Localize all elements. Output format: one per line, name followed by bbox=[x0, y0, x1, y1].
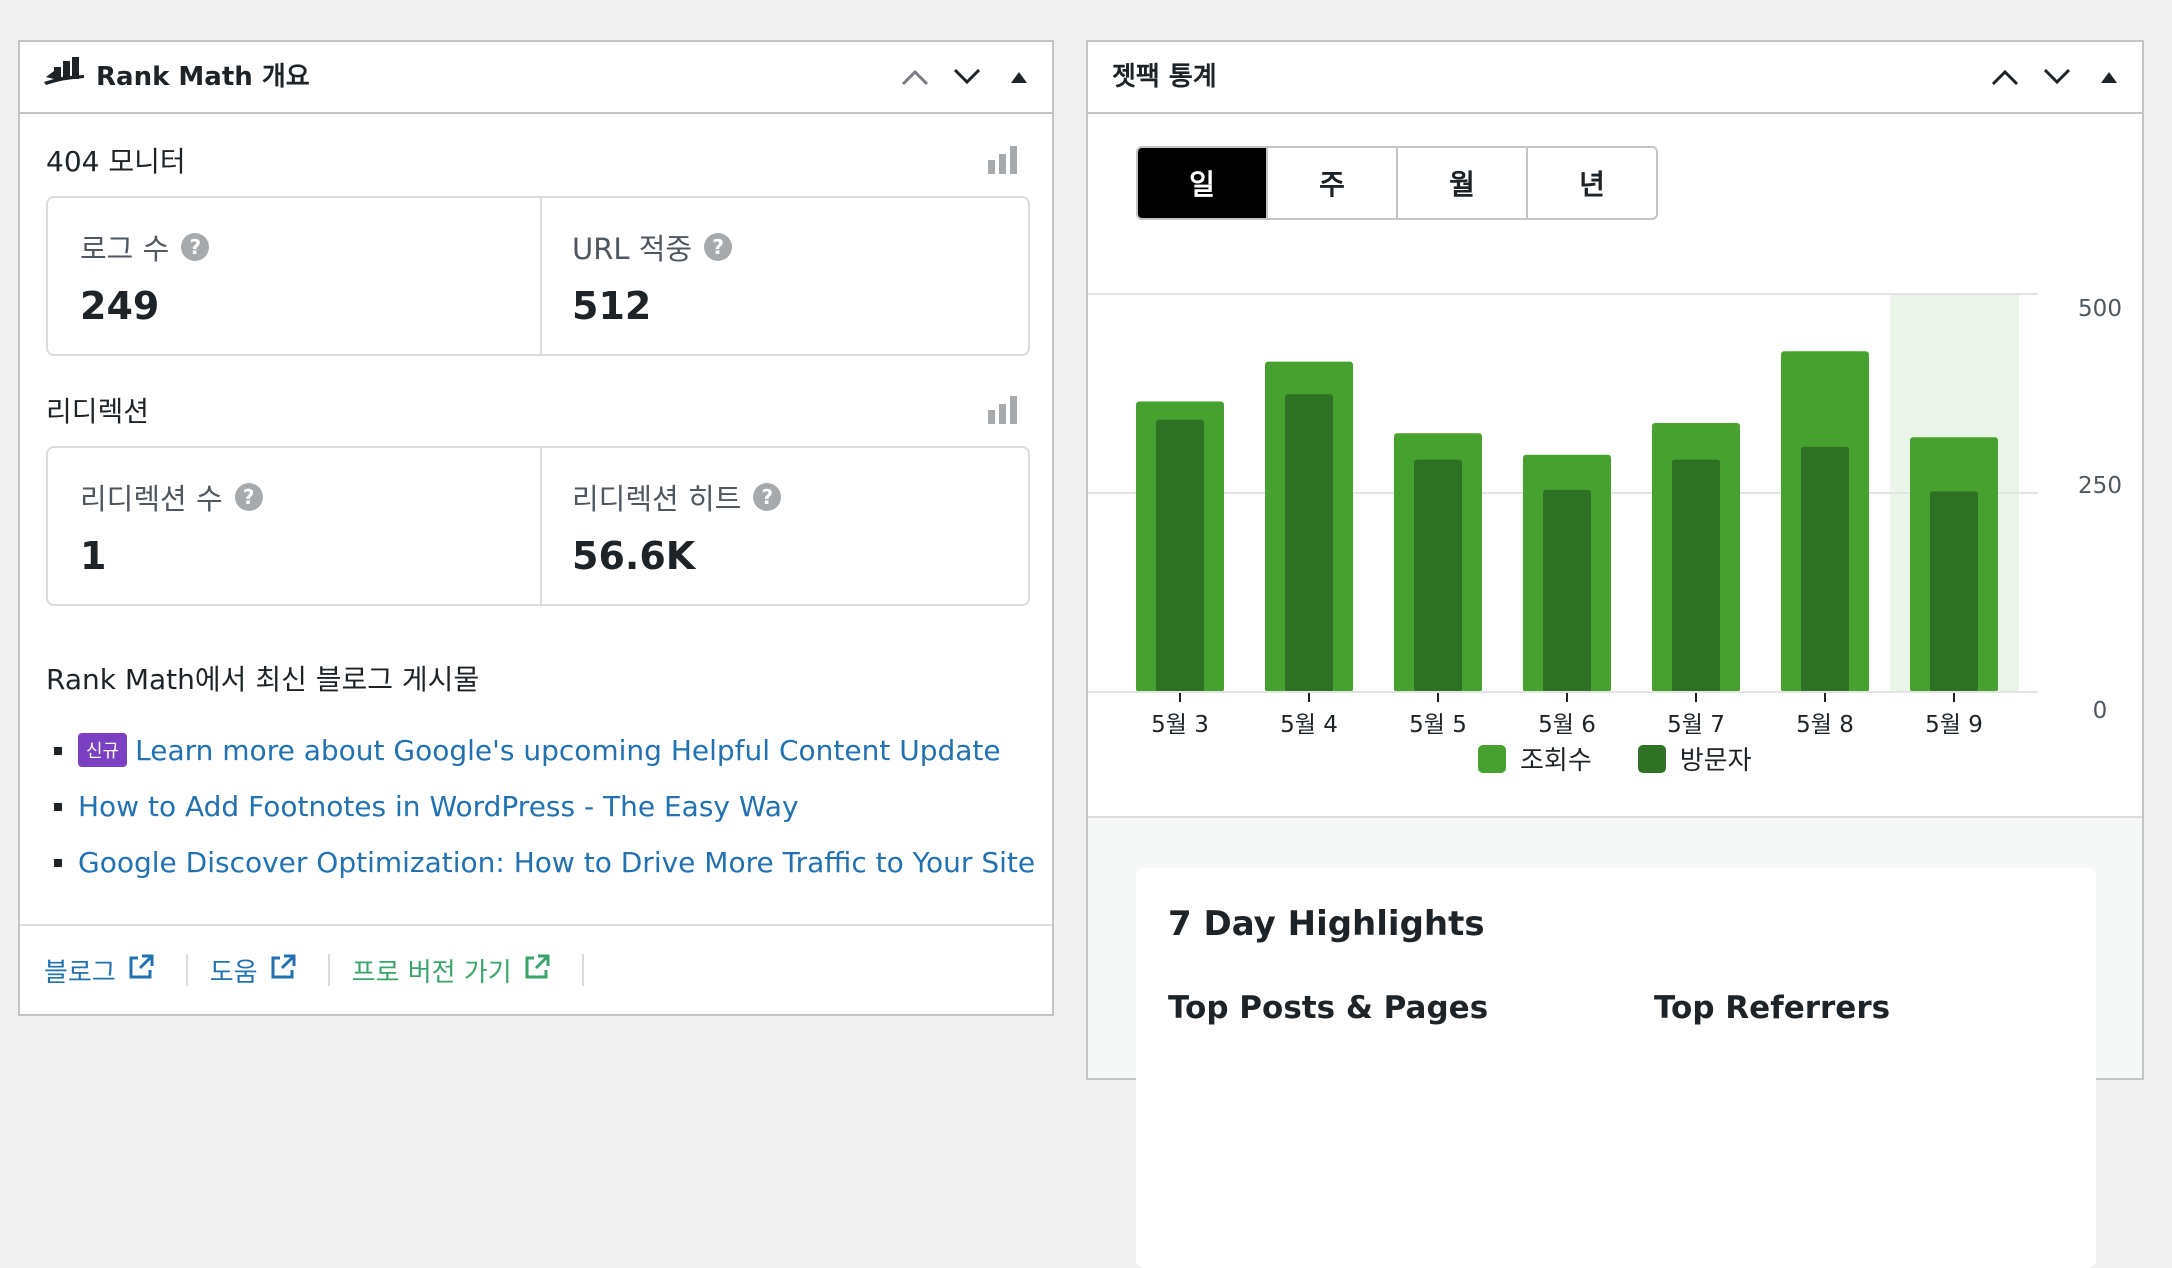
move-up-icon[interactable] bbox=[1990, 62, 2020, 92]
stat-log-count: 로그 수? 249 bbox=[48, 198, 542, 354]
list-item: Google Discover Optimization: How to Dri… bbox=[46, 834, 1035, 890]
y-tick-label: 250 bbox=[2078, 473, 2122, 499]
bar-visitors bbox=[1156, 419, 1204, 692]
x-tick-label: 5월 4 bbox=[1280, 712, 1338, 738]
widget-title-text: Rank Math 개요 bbox=[96, 62, 310, 92]
stat-value: 512 bbox=[572, 284, 652, 328]
rank-math-overview-widget: Rank Math 개요 404 모니터 로그 수? 249 URL 적중? 5… bbox=[18, 40, 1054, 1016]
external-link-icon bbox=[128, 954, 154, 987]
new-badge: 신규 bbox=[78, 733, 128, 767]
widget-controls bbox=[1990, 42, 2124, 112]
move-up-icon[interactable] bbox=[900, 62, 930, 92]
collapse-toggle-icon[interactable] bbox=[1004, 62, 1034, 92]
blog-post-link[interactable]: Google Discover Optimization: How to Dri… bbox=[78, 845, 1036, 879]
legend-swatch bbox=[1478, 744, 1506, 773]
x-tick-label: 5월 7 bbox=[1667, 712, 1725, 738]
stat-url-hits: URL 적중? 512 bbox=[540, 198, 1028, 354]
external-link-icon bbox=[524, 954, 550, 987]
top-referrers-heading: Top Referrers bbox=[1654, 990, 1891, 1026]
x-tick-label: 5월 6 bbox=[1538, 712, 1596, 738]
list-item: 신규 Learn more about Google's upcoming He… bbox=[46, 722, 1035, 778]
move-down-icon[interactable] bbox=[952, 62, 982, 92]
external-link-icon bbox=[270, 954, 296, 987]
redirection-section-title: 리디렉션 bbox=[46, 395, 150, 428]
widget-header: Rank Math 개요 bbox=[20, 42, 1052, 114]
help-icon[interactable]: ? bbox=[234, 483, 263, 511]
monitor-section-title: 404 모니터 bbox=[46, 145, 186, 178]
widget-title: Rank Math 개요 bbox=[44, 42, 310, 112]
footer-link-blog[interactable]: 블로그 bbox=[44, 954, 188, 988]
range-tabs: 일 주 월 년 bbox=[1136, 146, 1658, 220]
bar-visitors bbox=[1930, 491, 1978, 692]
help-icon[interactable]: ? bbox=[704, 233, 733, 261]
x-tick-label: 5월 5 bbox=[1409, 712, 1467, 738]
jetpack-stats-widget: 젯팩 통계 일 주 월 년 500 250 0 5월 3 5월 4 5월 5 5월 6 5월 … bbox=[1086, 40, 2144, 1268]
stat-value: 56.6K bbox=[572, 534, 696, 578]
bar-visitors bbox=[1285, 394, 1333, 692]
bar-visitors bbox=[1801, 446, 1849, 692]
stat-label: 리디렉션 수? bbox=[80, 476, 263, 518]
rank-math-logo-icon bbox=[44, 42, 86, 112]
blog-post-list: 신규 Learn more about Google's upcoming He… bbox=[46, 722, 1035, 890]
x-tick-label: 5월 9 bbox=[1925, 712, 1983, 738]
top-posts-heading: Top Posts & Pages bbox=[1168, 990, 1489, 1026]
x-tick-label: 5월 8 bbox=[1796, 712, 1854, 738]
y-tick-label: 0 bbox=[2093, 698, 2108, 724]
blog-post-link[interactable]: Learn more about Google's upcoming Helpf… bbox=[135, 733, 1001, 767]
stat-label: URL 적중? bbox=[572, 226, 733, 268]
legend-item-visitors[interactable]: 방문자 bbox=[1637, 740, 1752, 777]
stat-label: 리디렉션 히트? bbox=[572, 476, 782, 518]
redirection-stats-card: 리디렉션 수? 1 리디렉션 히트? 56.6K bbox=[46, 446, 1030, 606]
x-tick-label: 5월 3 bbox=[1151, 712, 1209, 738]
tab-day[interactable]: 일 bbox=[1138, 148, 1268, 218]
blog-post-link[interactable]: How to Add Footnotes in WordPress - The … bbox=[78, 789, 799, 823]
stat-label: 로그 수? bbox=[80, 226, 210, 268]
help-icon[interactable]: ? bbox=[181, 233, 210, 261]
legend-swatch bbox=[1637, 744, 1666, 773]
tab-week[interactable]: 주 bbox=[1268, 148, 1398, 218]
legend-item-views[interactable]: 조회수 bbox=[1478, 740, 1592, 777]
y-tick-label: 500 bbox=[2078, 296, 2122, 322]
widget-controls bbox=[900, 42, 1034, 112]
tab-month[interactable]: 월 bbox=[1398, 148, 1528, 218]
collapse-toggle-icon[interactable] bbox=[2094, 62, 2124, 92]
widget-header: 젯팩 통계 bbox=[1088, 42, 2142, 114]
stat-redirection-hits: 리디렉션 히트? 56.6K bbox=[540, 448, 1028, 604]
highlights-title: 7 Day Highlights bbox=[1168, 904, 1485, 944]
monitor-chart-icon[interactable] bbox=[988, 146, 1018, 180]
bar-visitors bbox=[1414, 459, 1462, 692]
bar-visitors bbox=[1543, 489, 1591, 692]
tab-year[interactable]: 년 bbox=[1528, 148, 1656, 218]
widget-footer: 블로그 도움 프로 버전 가기 bbox=[20, 924, 1052, 1014]
stat-redirection-count: 리디렉션 수? 1 bbox=[48, 448, 542, 604]
widget-title: 젯팩 통계 bbox=[1112, 62, 1217, 92]
footer-link-help[interactable]: 도움 bbox=[210, 954, 330, 988]
list-item: How to Add Footnotes in WordPress - The … bbox=[46, 778, 1035, 834]
highlights-area: 7 Day Highlights Top Posts & Pages Top R… bbox=[1088, 816, 2142, 1268]
chart-legend: 조회수 방문자 bbox=[1478, 740, 1752, 777]
stats-bar-chart: 500 250 0 5월 3 5월 4 5월 5 5월 6 5월 7 5월 8 5월 9 bbox=[1088, 293, 2122, 738]
help-icon[interactable]: ? bbox=[753, 483, 782, 511]
highlights-card: 7 Day Highlights Top Posts & Pages Top R… bbox=[1136, 868, 2096, 1268]
stat-value: 249 bbox=[80, 284, 160, 328]
stat-value: 1 bbox=[80, 534, 107, 578]
monitor-stats-card: 로그 수? 249 URL 적중? 512 bbox=[46, 196, 1030, 356]
move-down-icon[interactable] bbox=[2042, 62, 2072, 92]
redirection-chart-icon[interactable] bbox=[988, 396, 1018, 430]
bar-visitors bbox=[1672, 459, 1720, 692]
footer-link-pro[interactable]: 프로 버전 가기 bbox=[352, 954, 584, 988]
blog-section-title: Rank Math에서 최신 블로그 게시물 bbox=[46, 663, 480, 696]
